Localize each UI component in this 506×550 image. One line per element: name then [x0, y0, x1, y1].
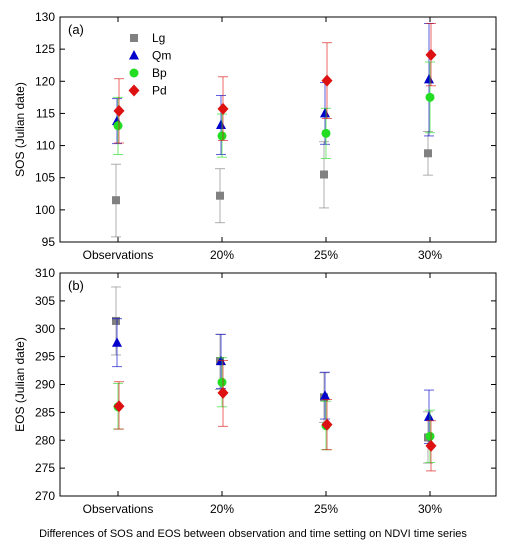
legend-marker-qm	[129, 50, 139, 60]
y-tick-label: 120	[35, 74, 55, 88]
y-tick-label: 125	[35, 42, 55, 56]
x-tick-label: 25%	[314, 248, 338, 262]
y-tick-label: 300	[35, 322, 55, 336]
data-point	[217, 386, 229, 399]
data-point	[217, 131, 227, 141]
y-tick-label: 310	[35, 266, 55, 280]
data-point	[424, 149, 432, 158]
data-point	[216, 191, 224, 200]
legend: Lg Qm Bp Pd	[128, 31, 171, 98]
y-tick-label: 285	[35, 405, 55, 419]
y-tick-label: 295	[35, 350, 55, 364]
data-point	[321, 418, 333, 431]
y-tick-label: 115	[36, 106, 55, 120]
data-point	[424, 411, 434, 421]
y-tick-label: 100	[35, 203, 55, 217]
x-tick-label: Observations	[83, 248, 154, 262]
plot-frame	[59, 16, 497, 243]
data-point	[113, 104, 125, 117]
y-tick-label: 95	[42, 235, 56, 249]
y-tick-label: 105	[35, 171, 55, 185]
panel-b: 270 275 280 285 290 295 300 305 310 Observations 2…	[13, 266, 497, 516]
data-point	[216, 119, 226, 129]
series-pd	[113, 360, 437, 472]
data-point	[425, 48, 437, 61]
series-bp	[113, 357, 435, 463]
data-point	[425, 92, 435, 102]
x-tick-label: 20%	[210, 248, 234, 262]
data-point	[425, 431, 435, 441]
panel-label: (b)	[68, 278, 84, 293]
series-lg	[111, 286, 433, 464]
data-point	[320, 107, 330, 118]
data-point	[321, 128, 331, 138]
data-point	[425, 439, 437, 452]
data-point	[320, 390, 330, 400]
y-tick-label: 305	[35, 294, 55, 308]
y-tick-label: 270	[35, 489, 55, 503]
data-point	[424, 73, 434, 84]
y-tick-label: 110	[36, 139, 55, 153]
data-point	[113, 121, 123, 131]
data-point	[217, 377, 227, 387]
data-point	[112, 316, 120, 325]
y-axis-label: EOS (Julian date)	[13, 337, 27, 432]
x-tick-label: Observations	[83, 502, 154, 516]
legend-label-bp: Bp	[152, 66, 167, 80]
legend-label-lg: Lg	[152, 31, 165, 45]
data-point	[112, 337, 122, 347]
legend-marker-bp	[129, 68, 139, 78]
legend-label-qm: Qm	[152, 49, 171, 63]
x-tick-label: 30%	[418, 502, 442, 516]
panel-a: 95 100 105 110 115 120 125 130 Observations 20% 25…	[13, 10, 497, 262]
series-lg	[111, 130, 433, 238]
panel-label: (a)	[68, 22, 84, 37]
data-point	[321, 74, 333, 87]
series-bp	[113, 61, 435, 159]
x-tick-label: 20%	[210, 502, 234, 516]
y-tick-label: 275	[35, 461, 55, 475]
legend-label-pd: Pd	[152, 84, 167, 98]
data-point	[113, 400, 125, 413]
data-point	[112, 196, 120, 205]
x-tick-label: 30%	[418, 248, 442, 262]
series-pd	[113, 22, 437, 144]
legend-marker-pd	[128, 84, 140, 97]
x-tick-label: 25%	[314, 502, 338, 516]
data-point	[320, 170, 328, 179]
data-point	[217, 102, 229, 115]
x-axis-label: Differences of SOS and EOS between obser…	[39, 528, 467, 540]
y-axis-label: SOS (Julian date)	[13, 82, 27, 177]
legend-marker-lg	[130, 34, 138, 42]
y-tick-label: 130	[35, 10, 55, 24]
y-tick-label: 280	[35, 433, 55, 447]
y-tick-label: 290	[35, 378, 55, 392]
series-qm	[112, 318, 434, 445]
